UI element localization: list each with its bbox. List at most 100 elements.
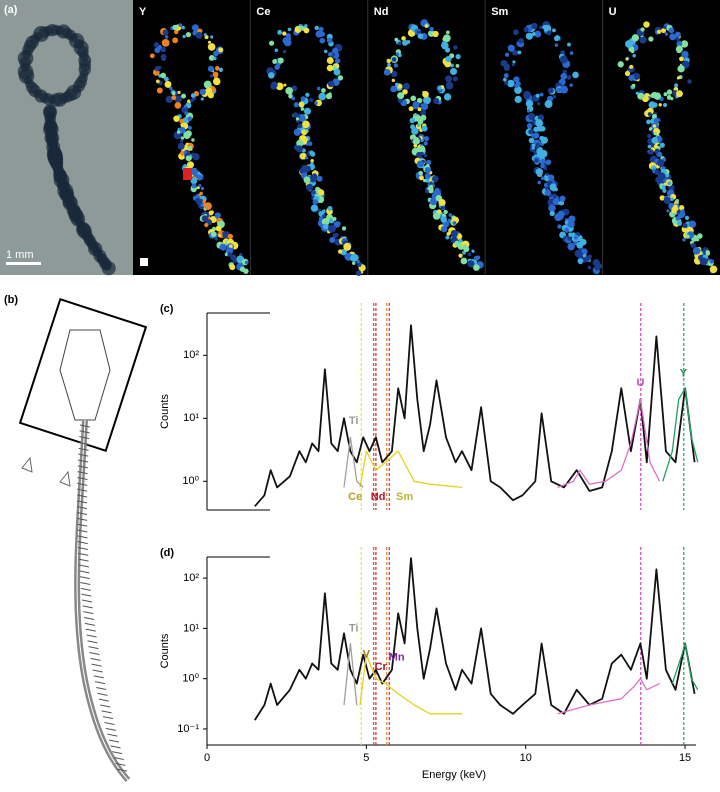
map-pixel: [560, 72, 568, 80]
vertebra: [90, 657, 101, 661]
map-pixel: [548, 204, 556, 212]
map-pixel: [540, 136, 548, 144]
vertebra: [93, 675, 104, 679]
map-pixel: [154, 47, 161, 54]
map-pixel: [177, 90, 181, 95]
map-label: Y: [139, 6, 147, 18]
map-pixel: [227, 252, 232, 257]
map-pixel: [640, 27, 645, 32]
vertebra: [79, 424, 91, 428]
map-pixel: [195, 31, 203, 39]
map-pixel: [670, 197, 674, 202]
map-pixel: [433, 97, 440, 104]
map-pixel: [680, 40, 689, 48]
map-pixel: [666, 89, 673, 95]
map-pixel: [417, 107, 422, 112]
map-pixel: [190, 93, 196, 98]
map-pixel: [639, 36, 647, 44]
vertebra: [89, 652, 100, 655]
map-pixel: [528, 129, 534, 135]
map-pixel: [309, 150, 314, 155]
scale-bar: [6, 262, 41, 265]
map-pixel: [244, 260, 249, 265]
map-pixel: [423, 141, 428, 146]
map-pixel: [183, 131, 191, 140]
map-pixel: [536, 148, 543, 155]
fossil-tail-center: [76, 419, 129, 781]
map-pixel: [227, 233, 234, 240]
map-pixel: [160, 53, 167, 60]
map-pixel: [185, 155, 192, 162]
x-tick-label: 15: [679, 752, 691, 764]
map-pixel: [440, 216, 447, 223]
vertebra: [82, 605, 93, 609]
vertebra: [92, 669, 103, 673]
map-pixel: [676, 210, 681, 214]
map-pixel: [564, 227, 569, 232]
map-pixel: [337, 75, 344, 81]
map-pixel: [215, 225, 222, 232]
map-pixel: [181, 106, 189, 114]
map-pixel: [674, 31, 681, 38]
y-axis-label: Counts: [159, 633, 171, 668]
map-pixel: [302, 120, 310, 129]
map-pixel: [306, 183, 314, 191]
vertebra: [79, 576, 90, 580]
map-pixel: [504, 52, 510, 57]
map-pixel: [514, 83, 519, 89]
map-pixel: [666, 209, 670, 213]
map-pixel: [685, 234, 690, 239]
map-pixel: [635, 91, 639, 95]
map-pixel: [543, 24, 552, 33]
map-pixel: [162, 29, 169, 36]
vertebra: [79, 570, 90, 574]
vertebra: [81, 599, 93, 603]
map-pixel: [307, 141, 313, 147]
map-pixel: [676, 40, 683, 47]
map-pixel: [540, 163, 545, 169]
map-pixel: [653, 131, 657, 136]
spectrum-line: [662, 387, 699, 482]
map-pixel: [559, 195, 566, 202]
vertebra: [91, 663, 102, 667]
map-pixel: [325, 93, 332, 100]
map-pixel: [458, 253, 463, 258]
map-pixel: [676, 220, 683, 226]
map-pixel: [174, 95, 183, 103]
map-pixel: [617, 61, 624, 68]
map-pixel: [659, 142, 665, 148]
map-pixel: [332, 47, 339, 54]
map-pixel: [429, 184, 433, 189]
map-pixel: [316, 175, 323, 182]
map-pixel: [651, 136, 658, 144]
vertebra: [83, 611, 94, 615]
vertebra: [97, 692, 108, 696]
vertebra: [79, 436, 90, 440]
map-pixel: [329, 237, 336, 244]
map-pixel: [424, 24, 428, 28]
spectrum-location: [183, 168, 192, 180]
map-pixel: [424, 166, 431, 174]
map-pixel: [534, 158, 539, 163]
map-pixel: [230, 254, 237, 261]
map-pixel: [282, 31, 287, 36]
map-pixel: [191, 24, 199, 32]
map-pixel: [154, 66, 160, 72]
map-pixel: [448, 213, 453, 217]
map-pixel: [517, 50, 522, 55]
map-pixel: [317, 31, 323, 38]
map-pixel: [455, 54, 461, 60]
map-pixel: [337, 249, 343, 254]
map-pixel: [182, 34, 186, 39]
map-pixel: [156, 79, 160, 84]
map-pixel: [444, 60, 452, 68]
map-pixel: [156, 87, 163, 94]
map-pixel: [681, 50, 689, 59]
map-pixel: [631, 83, 636, 88]
y-tick-label: 10²: [183, 349, 199, 361]
map-pixel: [171, 91, 176, 96]
y-tick-label: 10¹: [183, 622, 199, 634]
map-pixel: [416, 30, 421, 34]
map-pixel: [304, 165, 311, 172]
vertebra: [76, 494, 88, 498]
